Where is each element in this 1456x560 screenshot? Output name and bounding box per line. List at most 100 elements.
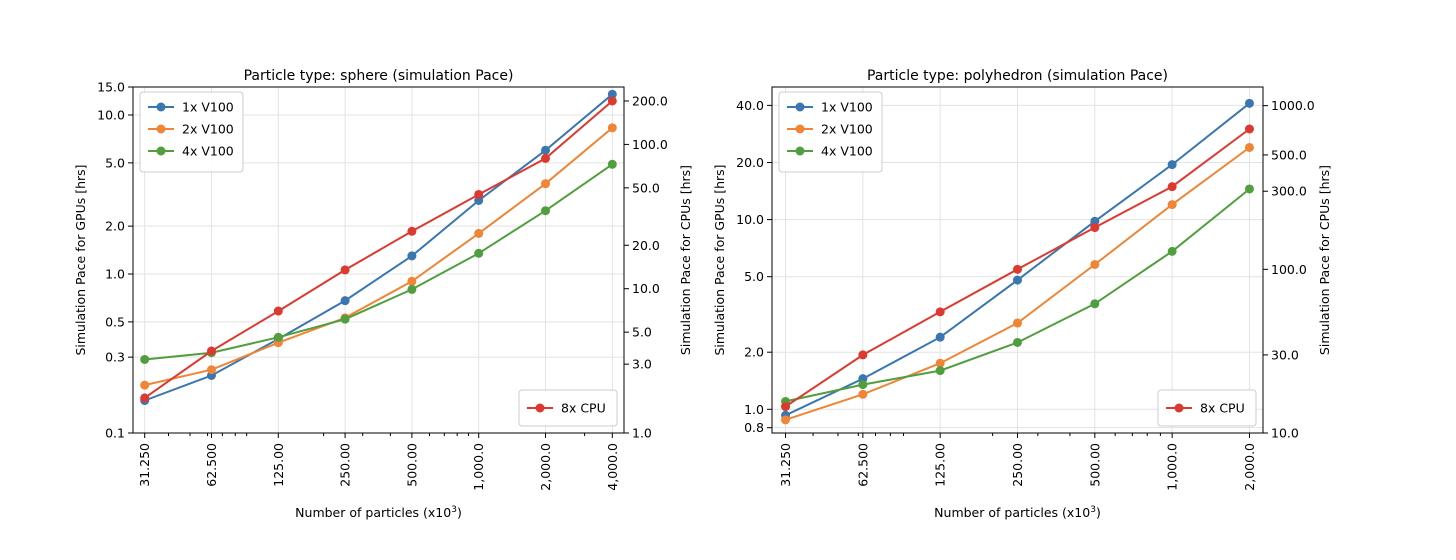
legend-marker	[795, 124, 805, 134]
data-point	[607, 89, 617, 99]
right-y-axis-label: Simulation Pace for CPUs [hrs]	[1317, 165, 1332, 355]
x-tick-label: 2,000.0	[538, 443, 553, 491]
data-point	[607, 123, 617, 133]
right-y-tick-label: 300.0	[1271, 184, 1307, 199]
right-y-tick-label: 100.0	[1271, 262, 1307, 277]
series-line	[144, 93, 613, 402]
left-y-tick-label: 2.0	[744, 345, 764, 360]
right-y-tick-label: 500.0	[1271, 147, 1307, 162]
x-tick-label: 4,000.0	[605, 443, 620, 491]
legend-box	[1157, 389, 1257, 427]
data-point	[1244, 142, 1254, 152]
data-point	[340, 265, 350, 275]
data-point	[1167, 246, 1177, 256]
data-point	[340, 296, 350, 306]
legend-marker	[535, 403, 545, 413]
x-tick-label: 31.250	[137, 443, 152, 487]
x-tick-label: 250.00	[338, 443, 353, 487]
legend-label: 4x V100	[182, 144, 234, 159]
series-line	[144, 163, 613, 361]
data-point	[935, 358, 945, 368]
legend-label: 8x CPU	[1200, 401, 1245, 416]
legend-marker	[795, 146, 805, 156]
left-y-tick-label: 10.0	[736, 212, 764, 227]
data-point	[273, 306, 283, 316]
data-point	[607, 96, 617, 106]
x-axis-label-sup: 3	[1090, 505, 1096, 515]
data-point	[541, 145, 551, 155]
data-point	[340, 314, 350, 324]
right-y-tick-label: 20.0	[632, 238, 660, 253]
left-y-tick-label: 5.0	[105, 155, 125, 170]
x-tick-label: 1,000.0	[1165, 443, 1180, 491]
data-point	[1013, 275, 1022, 285]
data-point	[474, 189, 484, 199]
data-point	[858, 350, 868, 360]
series-8x-cpu	[140, 96, 617, 403]
data-point	[407, 226, 417, 236]
legend-gpu: 1x V100 2x V100 4x V100	[139, 91, 244, 173]
x-tick-label: 500.00	[1087, 443, 1102, 487]
data-point	[1090, 259, 1100, 269]
left-y-tick-label: 1.0	[105, 266, 125, 281]
left-y-tick-label: 0.8	[744, 420, 764, 435]
series-line	[144, 127, 613, 387]
data-point	[206, 365, 216, 375]
series-4x-v100	[781, 184, 1254, 406]
right-y-tick-label: 5.0	[632, 325, 652, 340]
x-tick-label: 31.250	[778, 443, 793, 487]
data-point	[781, 415, 791, 425]
legend-box	[518, 389, 618, 427]
legend-label: 2x V100	[821, 122, 873, 137]
data-point	[1167, 182, 1177, 192]
x-tick-label: 2,000.0	[1242, 443, 1257, 491]
left-y-axis-label: Simulation Pace for GPUs [hrs]	[712, 164, 727, 355]
right-y-tick-label: 100.0	[632, 137, 668, 152]
left-y-tick-label: 5.0	[744, 269, 764, 284]
right-y-tick-label: 1000.0	[1271, 98, 1315, 113]
left-y-tick-label: 2.0	[105, 219, 125, 234]
x-tick-label: 500.00	[404, 443, 419, 487]
x-axis-label-main: Number of particles (x10	[934, 505, 1090, 520]
data-point	[1090, 223, 1100, 233]
data-point	[1167, 160, 1177, 170]
series-line	[144, 100, 613, 399]
left-y-tick-label: 15.0	[97, 80, 125, 95]
data-point	[140, 393, 150, 403]
x-tick-label: 250.00	[1010, 443, 1025, 487]
right-y-tick-label: 200.0	[632, 93, 668, 108]
chart-title: Particle type: sphere (simulation Pace)	[244, 68, 514, 84]
left-y-tick-label: 0.1	[105, 426, 125, 441]
left-y-tick-label: 0.5	[105, 314, 125, 329]
right-y-tick-label: 1.0	[632, 426, 652, 441]
legend-marker	[156, 146, 166, 156]
polyhedron-chart-panel: 31.250 62.500 125.00 250.00 500.00 1,000.0 2,0…	[712, 68, 1332, 520]
data-point	[1090, 216, 1100, 226]
data-point	[935, 366, 945, 376]
data-point	[1013, 337, 1022, 347]
data-point	[1167, 200, 1177, 210]
data-point	[858, 389, 868, 399]
legend-label: 4x V100	[821, 144, 873, 159]
x-axis-label: Number of particles (x103)	[934, 505, 1101, 520]
x-axis-label-end: )	[1096, 505, 1101, 520]
x-tick-label: 125.00	[933, 443, 948, 487]
data-point	[474, 248, 484, 258]
data-point	[607, 159, 617, 169]
legend-marker	[795, 102, 805, 112]
x-tick-label: 125.00	[271, 443, 286, 487]
data-point	[935, 307, 945, 317]
data-point	[1244, 124, 1254, 134]
x-tick-label: 62.500	[204, 443, 219, 487]
x-axis-label-end: )	[457, 505, 462, 520]
legend-label: 1x V100	[182, 100, 234, 115]
x-tick-label: 62.500	[855, 443, 870, 487]
right-y-tick-label: 50.0	[632, 180, 660, 195]
legend-gpu: 1x V100 2x V100 4x V100	[778, 91, 883, 173]
legend-marker	[156, 102, 166, 112]
right-y-tick-label: 30.0	[1271, 347, 1299, 362]
data-point	[541, 206, 551, 216]
plot-frame	[132, 86, 625, 434]
data-point	[1244, 184, 1254, 194]
data-point	[935, 332, 945, 342]
